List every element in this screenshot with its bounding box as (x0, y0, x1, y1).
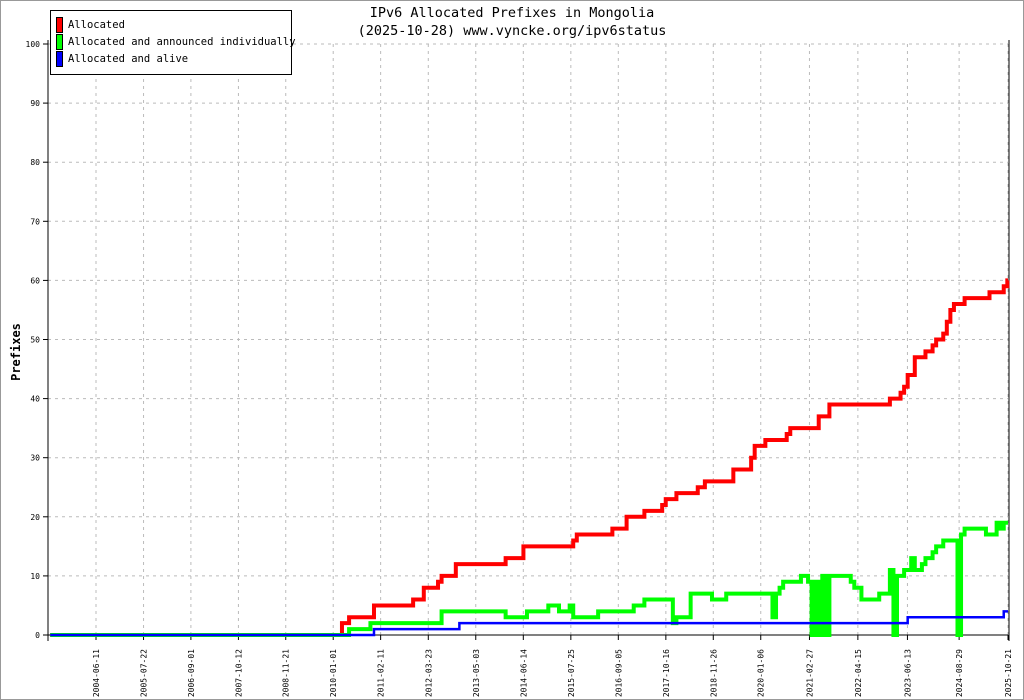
legend-item-announced: Allocated and announced individually (56, 34, 296, 50)
x-tick-label: 2007-10-12 (234, 649, 243, 697)
y-tick-label: 70 (30, 217, 40, 226)
legend-item-alive: Allocated and alive (56, 51, 188, 67)
x-tick-label: 2018-11-26 (709, 649, 718, 697)
y-tick-label: 100 (26, 40, 41, 49)
x-tick-label: 2004-06-11 (92, 649, 101, 697)
x-tick-label: 2017-10-16 (662, 649, 671, 697)
y-tick-label: 60 (30, 276, 40, 285)
x-tick-label: 2013-05-03 (472, 649, 481, 697)
x-tick-label: 2010-01-01 (329, 649, 338, 697)
legend-label: Allocated (68, 19, 125, 31)
x-tick-label: 2020-01-06 (757, 649, 766, 697)
x-tick-label: 2024-08-29 (955, 649, 964, 697)
y-tick-label: 0 (35, 631, 40, 640)
legend-label: Allocated and announced individually (68, 36, 296, 48)
legend-swatch (56, 34, 63, 50)
x-tick-label: 2015-07-25 (567, 649, 576, 697)
x-tick-label: 2005-07-22 (140, 649, 149, 697)
x-tick-label: 2022-04-15 (854, 649, 863, 697)
x-tick-label: 2012-03-23 (424, 649, 433, 697)
y-tick-label: 40 (30, 395, 40, 404)
series-line-allocated (50, 278, 1010, 637)
legend-swatch (56, 17, 63, 33)
x-tick-label: 2016-09-05 (614, 649, 623, 697)
x-tick-label: 2014-06-14 (519, 649, 528, 697)
x-tick-label: 2021-02-27 (805, 649, 814, 697)
x-tick-label: 2023-06-13 (903, 649, 912, 697)
legend-item-allocated: Allocated (56, 17, 125, 33)
x-tick-label: 2025-10-21 (1004, 649, 1013, 697)
chart-title: IPv6 Allocated Prefixes in Mongolia (369, 5, 655, 21)
series-line-allocated-and-alive (50, 610, 1008, 637)
y-tick-label: 20 (30, 513, 40, 522)
legend: Allocated Allocated and announced indivi… (50, 10, 296, 75)
x-tick-label: 2006-09-01 (187, 649, 196, 697)
series-line-allocated-and-announced-individually (50, 520, 1008, 637)
y-tick-label: 90 (30, 99, 40, 108)
chart-subtitle: (2025-10-28) www.vyncke.org/ipv6status (357, 23, 667, 39)
x-tick-label: 2008-11-21 (282, 649, 291, 697)
legend-swatch (56, 51, 63, 67)
legend-label: Allocated and alive (68, 53, 189, 65)
y-tick-label: 80 (30, 158, 40, 167)
x-tick-label: 2011-02-11 (377, 649, 386, 697)
y-tick-label: 10 (30, 572, 40, 581)
y-tick-label: 30 (30, 454, 40, 463)
y-tick-label: 50 (30, 336, 40, 345)
